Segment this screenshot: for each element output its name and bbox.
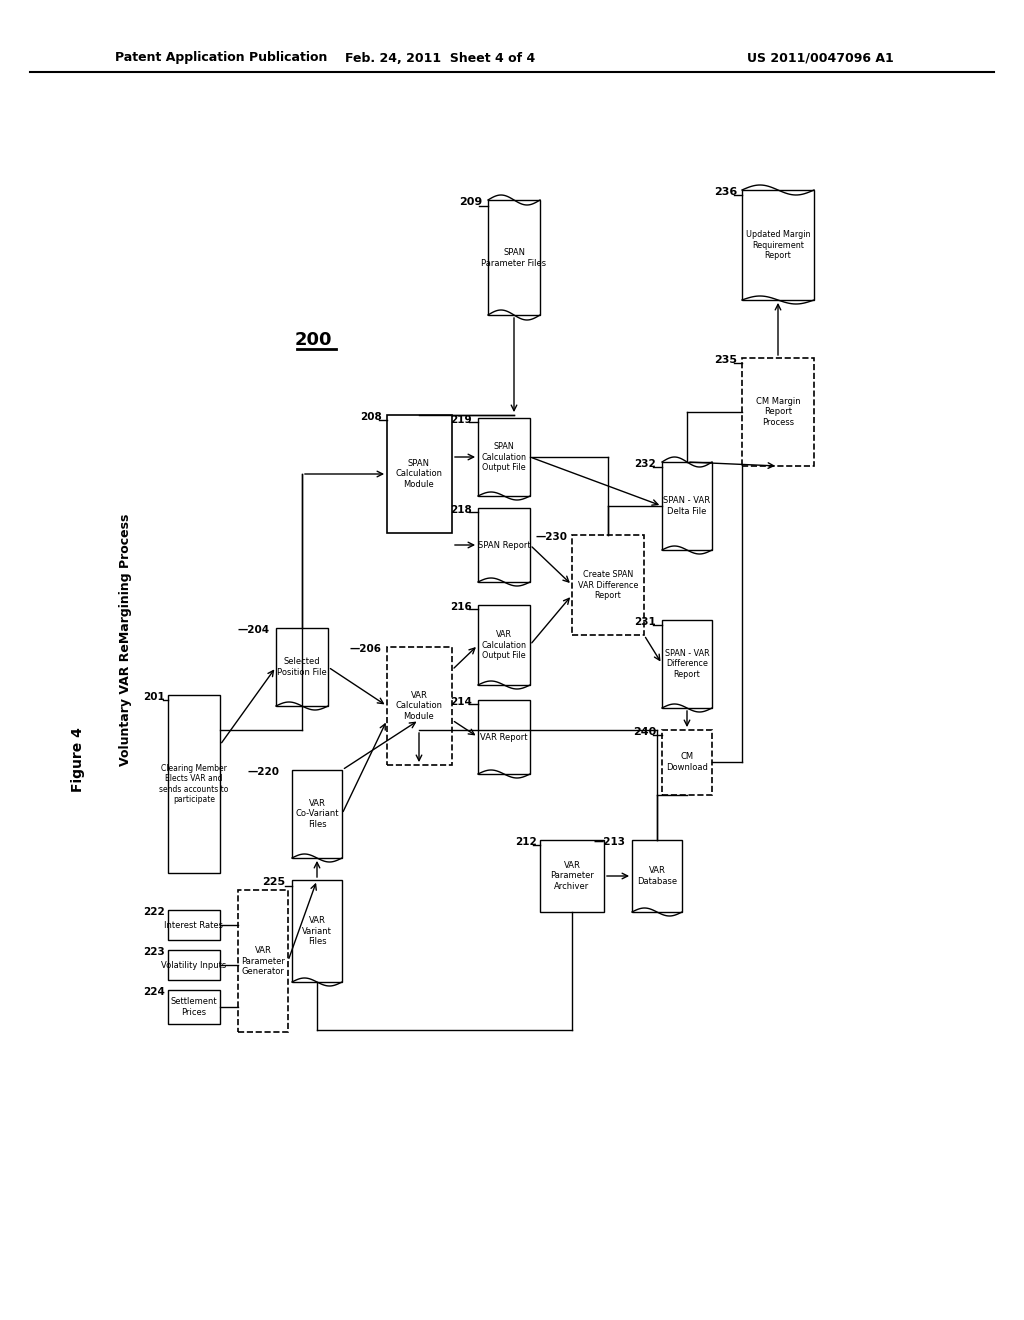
Bar bbox=[662, 730, 712, 795]
Bar bbox=[488, 201, 540, 315]
Text: VAR
Calculation
Module: VAR Calculation Module bbox=[395, 692, 442, 721]
Text: 219: 219 bbox=[451, 414, 472, 425]
Bar bbox=[387, 647, 452, 766]
Text: 200: 200 bbox=[294, 331, 332, 348]
Bar bbox=[238, 890, 288, 1032]
Text: VAR
Parameter
Generator: VAR Parameter Generator bbox=[241, 946, 285, 975]
Text: 232: 232 bbox=[634, 459, 656, 469]
Text: 231: 231 bbox=[634, 616, 656, 627]
Bar bbox=[632, 840, 682, 912]
Text: Volatility Inputs: Volatility Inputs bbox=[162, 961, 226, 969]
Bar bbox=[478, 700, 530, 774]
Text: VAR
Database: VAR Database bbox=[637, 866, 677, 886]
Bar bbox=[292, 770, 342, 858]
Text: 209: 209 bbox=[459, 197, 482, 207]
Text: Figure 4: Figure 4 bbox=[71, 727, 85, 792]
Bar bbox=[168, 950, 220, 979]
Bar bbox=[168, 909, 220, 940]
Text: Updated Margin
Requirement
Report: Updated Margin Requirement Report bbox=[745, 230, 810, 260]
Text: 222: 222 bbox=[143, 907, 165, 917]
Text: Feb. 24, 2011  Sheet 4 of 4: Feb. 24, 2011 Sheet 4 of 4 bbox=[345, 51, 536, 65]
Text: 218: 218 bbox=[451, 506, 472, 515]
Text: Selected
Position File: Selected Position File bbox=[278, 657, 327, 677]
Text: 235: 235 bbox=[714, 355, 737, 366]
Text: Settlement
Prices: Settlement Prices bbox=[171, 998, 217, 1016]
Text: SPAN
Parameter Files: SPAN Parameter Files bbox=[481, 248, 547, 268]
Text: SPAN Report: SPAN Report bbox=[477, 540, 530, 549]
Text: SPAN - VAR
Delta File: SPAN - VAR Delta File bbox=[664, 496, 711, 516]
Bar bbox=[387, 414, 452, 533]
Bar bbox=[662, 462, 712, 550]
Text: VAR
Variant
Files: VAR Variant Files bbox=[302, 916, 332, 946]
Text: —220: —220 bbox=[248, 767, 280, 777]
Text: 224: 224 bbox=[143, 987, 165, 997]
Text: 214: 214 bbox=[451, 697, 472, 708]
Text: US 2011/0047096 A1: US 2011/0047096 A1 bbox=[746, 51, 893, 65]
Text: Interest Rates: Interest Rates bbox=[165, 920, 223, 929]
Text: CM Margin
Report
Process: CM Margin Report Process bbox=[756, 397, 801, 426]
Text: 216: 216 bbox=[451, 602, 472, 612]
Bar bbox=[572, 535, 644, 635]
Text: SPAN
Calculation
Module: SPAN Calculation Module bbox=[395, 459, 442, 488]
Text: Voluntary VAR ReMargining Process: Voluntary VAR ReMargining Process bbox=[119, 513, 131, 766]
Text: VAR
Parameter
Archiver: VAR Parameter Archiver bbox=[550, 861, 594, 891]
Text: 212: 212 bbox=[515, 837, 537, 847]
Text: 223: 223 bbox=[143, 946, 165, 957]
Text: —204: —204 bbox=[238, 624, 270, 635]
Text: Clearing Member
Elects VAR and
sends accounts to
participate: Clearing Member Elects VAR and sends acc… bbox=[160, 764, 228, 804]
Text: 225: 225 bbox=[262, 876, 285, 887]
Text: —230: —230 bbox=[535, 532, 567, 543]
Bar bbox=[478, 605, 530, 685]
Text: Create SPAN
VAR Difference
Report: Create SPAN VAR Difference Report bbox=[578, 570, 638, 599]
Bar bbox=[168, 990, 220, 1024]
Text: —213: —213 bbox=[594, 837, 626, 847]
Bar bbox=[742, 190, 814, 300]
Text: VAR
Co-Variant
Files: VAR Co-Variant Files bbox=[295, 799, 339, 829]
Text: Patent Application Publication: Patent Application Publication bbox=[115, 51, 328, 65]
Bar bbox=[478, 418, 530, 496]
Text: 201: 201 bbox=[143, 692, 165, 702]
Text: —206: —206 bbox=[350, 644, 382, 653]
Bar bbox=[168, 696, 220, 873]
Text: VAR
Calculation
Output File: VAR Calculation Output File bbox=[481, 630, 526, 660]
Text: 240: 240 bbox=[633, 727, 656, 737]
Text: 236: 236 bbox=[714, 187, 737, 197]
Bar bbox=[276, 628, 328, 706]
Bar bbox=[742, 358, 814, 466]
Bar bbox=[292, 880, 342, 982]
Bar bbox=[478, 508, 530, 582]
Bar bbox=[540, 840, 604, 912]
Text: SPAN - VAR
Difference
Report: SPAN - VAR Difference Report bbox=[665, 649, 710, 678]
Text: 208: 208 bbox=[360, 412, 382, 422]
Text: VAR Report: VAR Report bbox=[480, 733, 527, 742]
Text: CM
Download: CM Download bbox=[666, 752, 708, 772]
Bar bbox=[662, 620, 712, 708]
Text: SPAN
Calculation
Output File: SPAN Calculation Output File bbox=[481, 442, 526, 471]
